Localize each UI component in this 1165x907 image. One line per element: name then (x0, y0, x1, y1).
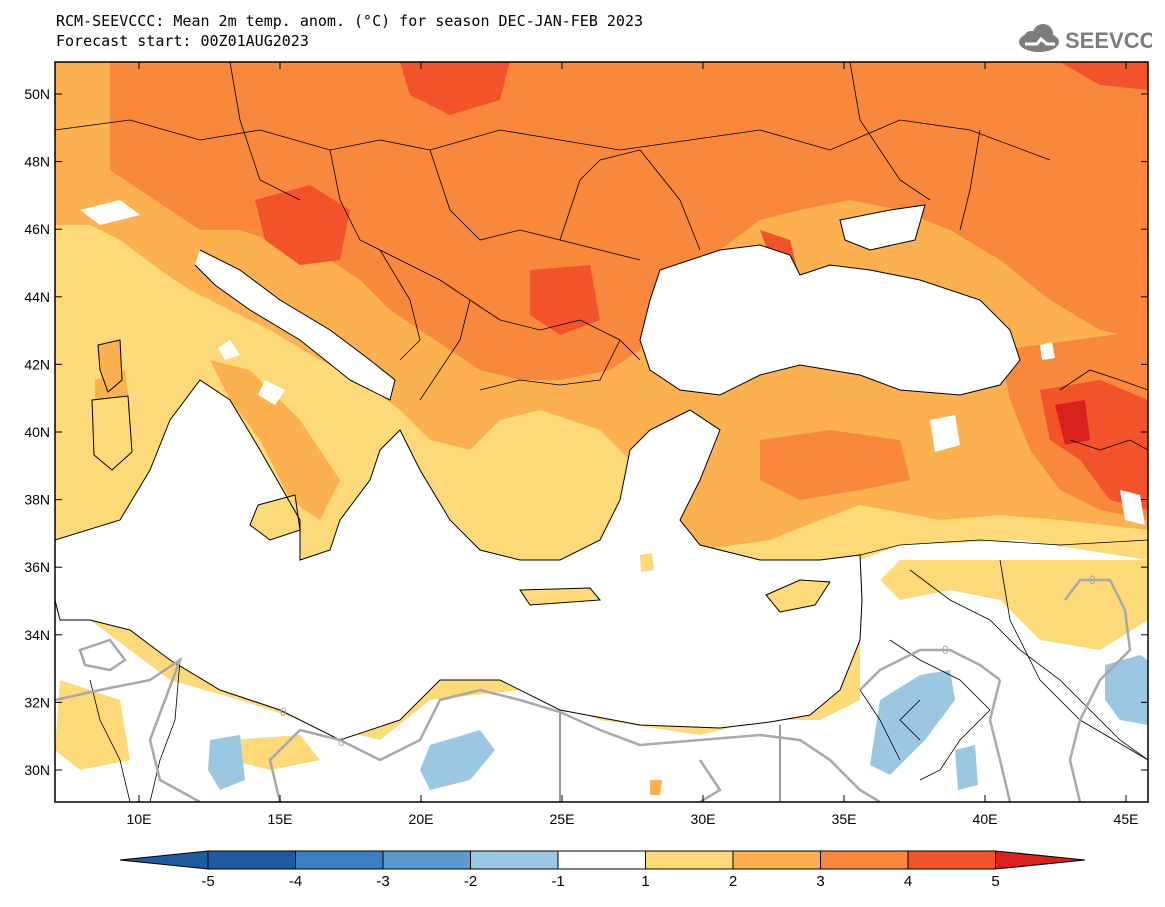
zero-contour-labels: 0 0 0 0 (280, 573, 1096, 749)
lat-tick-label: 36N (24, 559, 50, 575)
colorbar-tick-label: -1 (551, 873, 564, 890)
lat-tick-label: 44N (24, 289, 50, 305)
map-title: RCM-SEEVCCC: Mean 2m temp. anom. (°C) fo… (56, 12, 643, 30)
lat-tick-label: 32N (24, 694, 50, 710)
colorbar-tick-label: 3 (816, 873, 824, 890)
lon-tick-label: 35E (832, 811, 857, 827)
lat-tick-label: 42N (24, 356, 50, 372)
forecast-start-subtitle: Forecast start: 00Z01AUG2023 (56, 32, 309, 50)
colorbar-min-arrow (119, 850, 209, 870)
lon-tick-label: 20E (409, 811, 434, 827)
coastlines (55, 204, 1021, 741)
lon-tick-label: 15E (268, 811, 293, 827)
colorbar-segment (295, 850, 384, 870)
colorbar: -5 -4 -3 -2 -1 1 2 3 4 5 (119, 850, 1086, 890)
colorbar-tick-label: 2 (729, 873, 737, 890)
colorbar-tick-label: 4 (904, 873, 912, 890)
colorbar-tick-label: -4 (289, 873, 302, 890)
sea-mask (55, 200, 1145, 740)
lat-tick-label: 46N (24, 221, 50, 237)
colorbar-segment (382, 850, 471, 870)
logo-text: SEEVCCC (1065, 28, 1152, 53)
islands (92, 340, 830, 795)
svg-text:0: 0 (338, 735, 345, 749)
zero-contours (55, 578, 1132, 802)
colorbar-tick-label: -5 (201, 873, 214, 890)
colorbar-segment (207, 850, 296, 870)
colorbar-segment (732, 850, 821, 870)
svg-text:0: 0 (280, 705, 287, 719)
lon-tick-label: 10E (127, 811, 152, 827)
svg-text:0: 0 (1089, 573, 1096, 587)
seevccc-logo: SEEVCCC (1019, 24, 1152, 53)
cloud-icon (1019, 24, 1059, 52)
lat-tick-label: 38N (24, 492, 50, 508)
black-sea (640, 245, 1020, 395)
colorbar-tick-label: 5 (991, 873, 999, 890)
lat-tick-label: 40N (24, 424, 50, 440)
country-borders (55, 62, 1148, 802)
colorbar-tick-label: 1 (641, 873, 649, 890)
colorbar-segment (820, 850, 909, 870)
lat-tick-label: 50N (24, 86, 50, 102)
lon-tick-label: 25E (550, 811, 575, 827)
colorbar-segment (557, 850, 646, 870)
longitude-axis: 10E 15E 20E 25E 30E 35E 40E 45E (127, 62, 1139, 827)
lat-tick-label: 48N (24, 154, 50, 170)
colorbar-tick-label: -3 (376, 873, 389, 890)
colorbar-segment (470, 850, 559, 870)
lat-tick-label: 34N (24, 627, 50, 643)
latitude-axis: 30N 32N 34N 36N 38N 40N 42N 44N 46N 48N 50N (24, 86, 1148, 778)
svg-text:0: 0 (942, 643, 949, 657)
lat-tick-label: 30N (24, 762, 50, 778)
lon-tick-label: 45E (1114, 811, 1139, 827)
colorbar-tick-label: -2 (464, 873, 477, 890)
colorbar-segment (645, 850, 734, 870)
colorbar-max-arrow (995, 850, 1086, 870)
lon-tick-label: 30E (691, 811, 716, 827)
lon-tick-label: 40E (973, 811, 998, 827)
mediterranean-sea (55, 380, 862, 740)
colorbar-segment (907, 850, 996, 870)
